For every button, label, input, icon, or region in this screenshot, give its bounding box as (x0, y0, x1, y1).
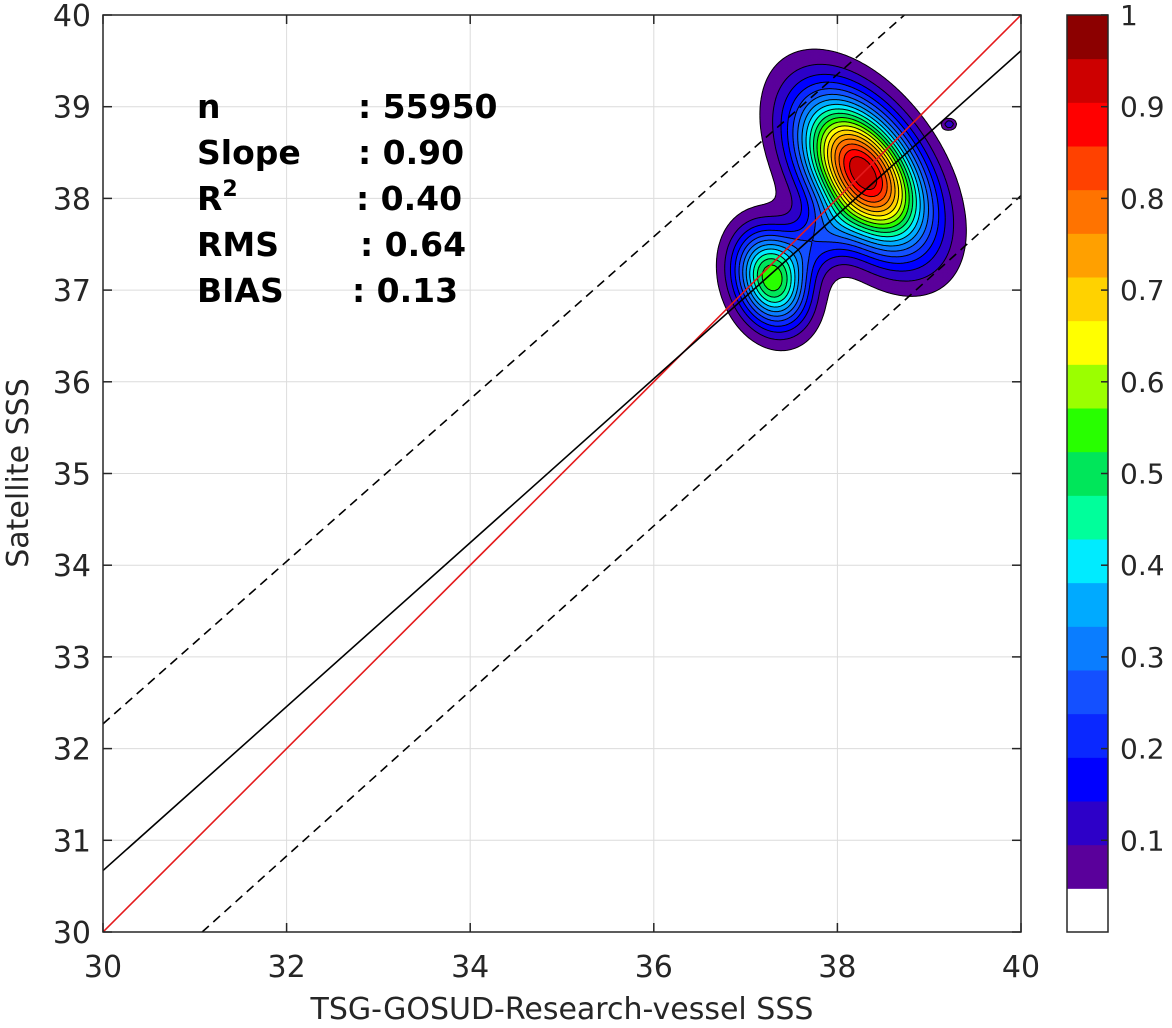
axis-ticks: 30 32 34 36 38 40 30 31 32 33 34 35 36 37 38 39 40 (53, 0, 1040, 985)
y-tick-label: 35 (53, 458, 91, 493)
y-tick-label: 37 (53, 274, 91, 309)
contour-line-12 (820, 121, 907, 225)
stat-value: : 0.90 (358, 133, 464, 172)
x-tick-label: 36 (635, 950, 673, 985)
y-tick-label: 39 (53, 91, 91, 126)
one-to-one-line (103, 15, 1021, 932)
colorbar-bin (1067, 801, 1108, 846)
x-tick-label: 30 (84, 950, 122, 985)
contour-line-2 (724, 63, 955, 341)
contour-line-9 (752, 108, 917, 303)
contour-line-16 (834, 138, 892, 208)
colorbar-tick-label: 0.6 (1120, 366, 1165, 399)
y-tick-label: 31 (53, 824, 91, 859)
colorbar-bin (1067, 15, 1108, 60)
stat-label: BIAS (197, 271, 284, 310)
colorbar: 0.1 0.2 0.3 0.4 0.5 0.6 0.7 0.8 0.9 1 (1066, 0, 1165, 933)
colorbar-tick-label: 0.9 (1120, 91, 1165, 124)
y-tick-label: 36 (53, 366, 91, 401)
x-tick-label: 38 (818, 950, 856, 985)
stat-value: : 55950 (358, 87, 498, 126)
colorbar-tick-label: 1 (1120, 0, 1138, 32)
stat-value: : 0.40 (356, 179, 462, 218)
y-axis-title: Satellite SSS (1, 378, 36, 568)
colorbar-bin (1067, 364, 1108, 409)
contour-line-1 (715, 48, 967, 352)
contour-line-19 (849, 156, 878, 191)
y-tick-label: 30 (53, 916, 91, 951)
y-tick-label: 33 (53, 641, 91, 676)
colorbar-bin (1067, 713, 1108, 758)
stat-value: : 0.13 (352, 271, 458, 310)
x-tick-label: 32 (268, 950, 306, 985)
colorbar-bin (1067, 277, 1108, 322)
colorbar-bin (1067, 189, 1108, 234)
colorbar-bin (1067, 844, 1108, 889)
colorbar-bin (1067, 320, 1108, 365)
colorbar-bin (1067, 146, 1108, 191)
colorbar-tick-label: 0.1 (1120, 824, 1165, 857)
y-tick-label: 40 (53, 0, 91, 34)
contour-line-15 (830, 133, 896, 213)
stat-value: : 0.64 (360, 225, 466, 264)
colorbar-bin (1067, 539, 1108, 584)
regression-line (103, 50, 1021, 872)
contour-line-3 (729, 73, 946, 333)
colorbar-bin (1067, 233, 1108, 278)
contour-line-5 (738, 88, 934, 322)
colorbar-bin (1067, 757, 1108, 802)
colorbar-tick-label: 0.2 (1120, 733, 1165, 766)
lower-bound-line (201, 195, 1021, 932)
colorbar-bin (1067, 408, 1108, 453)
stat-label: n (197, 87, 221, 126)
upper-bound-line (103, 15, 905, 725)
contour-line-10 (756, 112, 914, 298)
x-tick-label: 40 (1002, 950, 1040, 985)
contour-line-6 (742, 93, 930, 317)
colorbar-tick-label: 0.3 (1120, 641, 1165, 674)
x-axis-title: TSG-GOSUD-Research-vessel SSS (310, 992, 814, 1027)
colorbar-bin (1067, 670, 1108, 715)
colorbar-bin (1067, 495, 1108, 540)
x-tick-label: 34 (451, 950, 489, 985)
reference-lines (103, 15, 1021, 932)
stat-label: RMS (197, 225, 279, 264)
contour-line-7 (745, 99, 925, 313)
colorbar-tick-label: 0.7 (1120, 274, 1165, 307)
colorbar-tick-label: 0.8 (1120, 182, 1165, 215)
grid-lines (102, 14, 1022, 933)
colorbar-tick-label: 0.4 (1120, 549, 1165, 582)
colorbar-bin (1067, 102, 1108, 147)
colorbar-bin (1067, 626, 1108, 671)
colorbar-bin (1067, 58, 1108, 103)
density-contours (715, 48, 967, 352)
y-tick-label: 38 (53, 182, 91, 217)
contour-line-13 (823, 125, 903, 221)
y-tick-label: 32 (53, 733, 91, 768)
colorbar-bin (1067, 582, 1108, 627)
stat-label: Slope (197, 133, 301, 172)
colorbar-bin (1067, 888, 1108, 933)
colorbar-tick-label: 0.5 (1120, 458, 1165, 491)
y-tick-label: 34 (53, 549, 91, 584)
